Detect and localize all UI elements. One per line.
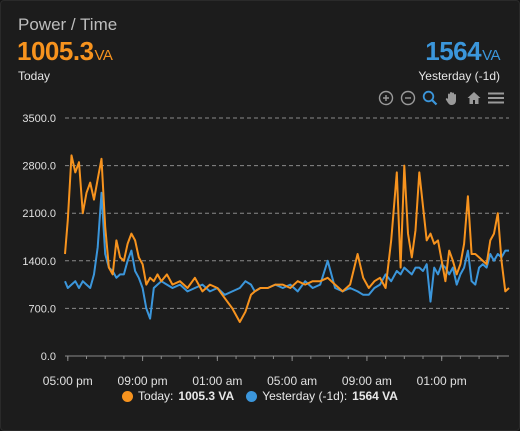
series-line-yesterday [64, 191, 509, 320]
zoom-in-icon[interactable] [377, 89, 395, 107]
today-value-number: 1005.3 [17, 36, 94, 66]
x-tick-label: 01:00 am [192, 374, 242, 388]
yesterday-current-value: 1564VA [425, 36, 500, 67]
legend-today-value: 1005.3 VA [178, 389, 235, 403]
x-tick-label: 05:00 am [267, 374, 317, 388]
y-tick-label: 3500.0 [22, 113, 56, 125]
series-line-today [64, 154, 510, 323]
yesterday-value-number: 1564 [425, 36, 482, 66]
yesterday-label: Yesterday (-1d) [418, 69, 500, 83]
today-value-unit: VA [94, 47, 113, 64]
legend-item-yesterday[interactable]: Yesterday (-1d): 1564 VA [246, 389, 398, 403]
x-tick-label: 09:00 am [342, 374, 392, 388]
legend-marker-today [122, 390, 134, 402]
legend-item-today[interactable]: Today: 1005.3 VA [122, 389, 234, 403]
legend-yesterday-value: 1564 VA [352, 389, 398, 403]
today-current-value: 1005.3VA [17, 36, 113, 67]
x-tick-label: 05:00 pm [43, 374, 93, 388]
chart-legend: Today: 1005.3 VA Yesterday (-1d): 1564 V… [1, 389, 519, 403]
x-tick-label: 01:00 pm [417, 374, 467, 388]
zoom-out-icon[interactable] [399, 89, 417, 107]
chart-toolbar [377, 89, 505, 107]
x-tick-label: 09:00 pm [118, 374, 168, 388]
pan-hand-icon[interactable] [443, 89, 461, 107]
y-tick-label: 2800.0 [22, 161, 56, 173]
legend-today-label: Today: [138, 389, 174, 403]
today-label: Today [18, 69, 51, 83]
y-tick-label: 0.0 [41, 351, 56, 363]
selection-zoom-icon[interactable] [421, 89, 439, 107]
legend-marker-yesterday [246, 390, 258, 402]
y-tick-label: 700.0 [28, 303, 56, 315]
home-reset-icon[interactable] [465, 89, 483, 107]
menu-icon[interactable] [487, 89, 505, 107]
legend-yesterday-label: Yesterday (-1d): [262, 389, 348, 403]
yesterday-value-unit: VA [482, 47, 500, 64]
card-title: Power / Time [18, 15, 118, 34]
y-tick-label: 1400.0 [22, 256, 56, 268]
y-tick-label: 2100.0 [22, 208, 56, 220]
